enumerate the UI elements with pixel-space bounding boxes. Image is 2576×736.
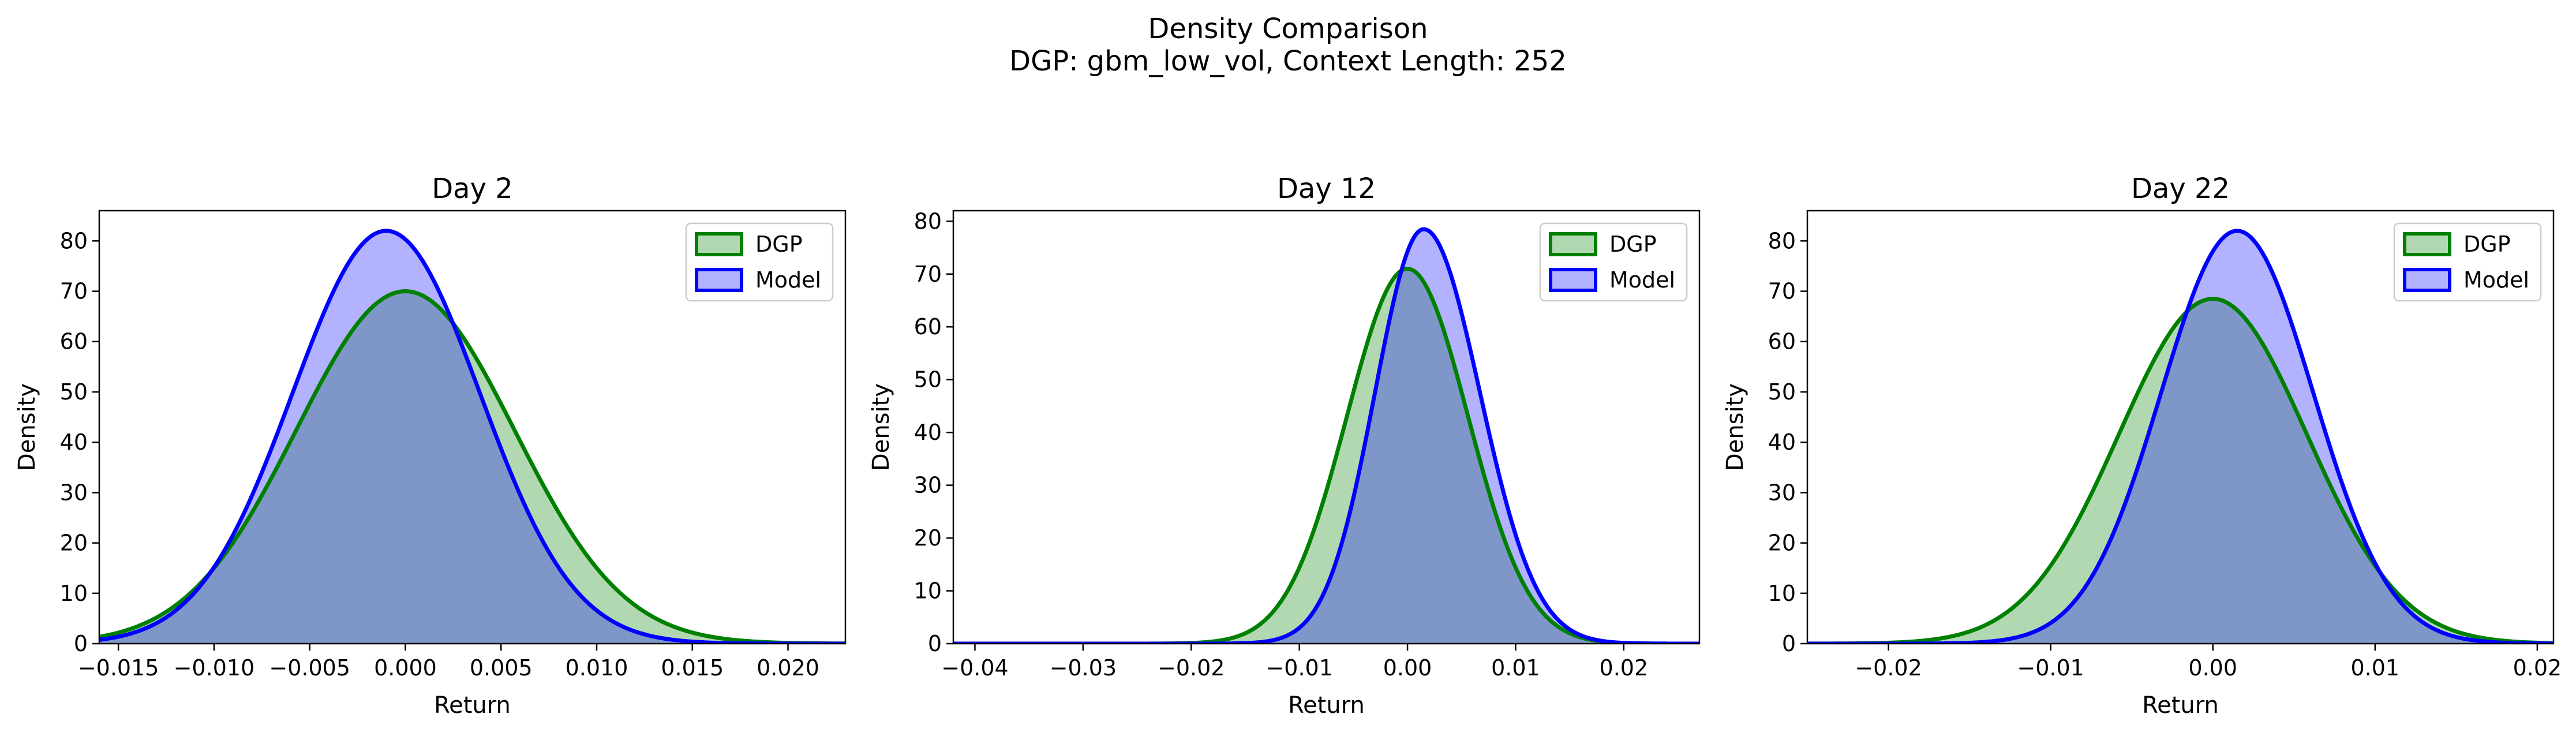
subplot-2: Day 12 −0.04 −0.03 −0.02 −0.01 0.00 0.01 0.02 0 1… — [868, 173, 1701, 719]
plot-area — [99, 229, 845, 644]
y-tick-label: 70 — [60, 279, 88, 304]
x-axis-label: Return — [2142, 692, 2219, 719]
y-axis-label: Density — [868, 383, 894, 471]
y-tick-label: 20 — [914, 525, 942, 551]
legend: DGP Model — [1539, 222, 1688, 302]
x-tick-label: 0.01 — [1491, 655, 1540, 681]
axes-frame — [952, 210, 1701, 645]
dgp-density-line — [1807, 297, 2553, 644]
x-tick-label: 0.005 — [470, 655, 533, 681]
subplot-title: Day 2 — [432, 173, 513, 205]
legend-swatch — [1549, 232, 1597, 256]
axes-frame — [1806, 210, 2555, 645]
x-tick-label: −0.04 — [941, 655, 1008, 681]
x-tick-label: 0.015 — [661, 655, 724, 681]
y-tick-label: 0 — [74, 631, 88, 656]
subplot-1: Day 2 −0.015 −0.010 −0.005 0.000 0.005 0.010 0.… — [14, 173, 847, 719]
x-tick-label: 0.00 — [1383, 655, 1432, 681]
legend-label: Model — [1609, 267, 1675, 293]
y-tick-label: 70 — [914, 261, 942, 287]
plot-area — [953, 227, 1699, 644]
legend-label: DGP — [755, 231, 803, 257]
legend-entry-dgp: DGP — [695, 231, 803, 257]
y-tick-label: 0 — [1782, 631, 1796, 656]
legend-entry-model: Model — [1549, 267, 1675, 293]
legend-entry-model: Model — [695, 267, 821, 293]
y-tick-label: 60 — [60, 329, 88, 354]
subplot-title: Day 12 — [1277, 173, 1376, 205]
y-tick-label: 50 — [60, 379, 88, 405]
legend: DGP Model — [685, 222, 834, 302]
x-tick-label: −0.01 — [1265, 655, 1332, 681]
legend-entry-model: Model — [2403, 267, 2529, 293]
dgp-density-line — [953, 267, 1699, 644]
x-tick-label: 0.020 — [757, 655, 819, 681]
axes-frame — [98, 210, 847, 645]
x-tick-label: 0.02 — [2513, 655, 2562, 681]
y-tick-label: 0 — [928, 631, 942, 656]
x-axis-label: Return — [434, 692, 511, 719]
y-tick-label: 60 — [1768, 329, 1796, 354]
x-tick-label: −0.02 — [1158, 655, 1225, 681]
y-tick-label: 10 — [60, 581, 88, 606]
legend-label: DGP — [1609, 231, 1657, 257]
y-axis-label: Density — [14, 383, 40, 471]
x-axis-label: Return — [1288, 692, 1365, 719]
legend-swatch — [695, 232, 743, 256]
y-tick-label: 10 — [914, 578, 942, 604]
legend-swatch — [2403, 232, 2451, 256]
x-tick-label: −0.03 — [1050, 655, 1117, 681]
y-tick-label: 80 — [60, 228, 88, 253]
y-axis-label: Density — [1722, 383, 1748, 471]
x-tick-label: −0.02 — [1855, 655, 1922, 681]
legend-label: DGP — [2463, 231, 2511, 257]
x-tick-label: 0.000 — [374, 655, 437, 681]
y-tick-label: 40 — [60, 429, 88, 455]
x-tick-label: 0.010 — [566, 655, 628, 681]
y-tick-label: 80 — [1768, 228, 1796, 253]
y-tick-label: 20 — [60, 530, 88, 556]
x-tick-label: −0.005 — [269, 655, 350, 681]
overlap-density-fill — [1807, 298, 2553, 644]
model-density-line — [953, 227, 1699, 644]
y-tick-label: 50 — [1768, 379, 1796, 405]
y-tick-label: 40 — [1768, 429, 1796, 455]
legend-label: Model — [755, 267, 821, 293]
x-tick-label: −0.01 — [2017, 655, 2084, 681]
y-tick-label: 70 — [1768, 279, 1796, 304]
x-tick-label: 0.01 — [2350, 655, 2399, 681]
subplot-title: Day 22 — [2131, 173, 2230, 205]
legend-entry-dgp: DGP — [2403, 231, 2511, 257]
y-tick-label: 80 — [914, 208, 942, 234]
legend-swatch — [2403, 268, 2451, 292]
legend-swatch — [695, 268, 743, 292]
x-tick-label: −0.010 — [174, 655, 255, 681]
overlap-density-fill — [99, 291, 845, 644]
dgp-density-fill — [953, 268, 1699, 644]
y-tick-label: 50 — [914, 367, 942, 393]
legend-swatch — [1549, 268, 1597, 292]
legend-label: Model — [2463, 267, 2529, 293]
x-tick-label: −0.015 — [78, 655, 159, 681]
subplot-panels: Day 2−0.015 −0.010 −0.005 0.000 0.005 0.010 0.… — [14, 173, 2562, 719]
y-tick-label: 20 — [1768, 530, 1796, 556]
x-tick-label: 0.02 — [1600, 655, 1649, 681]
y-tick-label: 30 — [60, 480, 88, 505]
x-tick-label: 0.00 — [2188, 655, 2237, 681]
y-tick-label: 30 — [914, 473, 942, 498]
y-tick-label: 40 — [914, 420, 942, 445]
model-density-fill — [953, 229, 1699, 644]
legend: DGP Model — [2393, 222, 2542, 302]
y-tick-label: 60 — [914, 314, 942, 339]
figure-subtitle: DGP: gbm_low_vol, Context Length: 252 — [1009, 45, 1567, 77]
y-tick-label: 10 — [1768, 581, 1796, 606]
figure-title: Density Comparison — [1148, 13, 1428, 45]
y-tick-label: 30 — [1768, 480, 1796, 505]
subplot-3: Day 22 −0.02 −0.01 0.00 0.01 0.02 0 10 20 30 40 50 6… — [1722, 173, 2562, 719]
legend-entry-dgp: DGP — [1549, 231, 1657, 257]
